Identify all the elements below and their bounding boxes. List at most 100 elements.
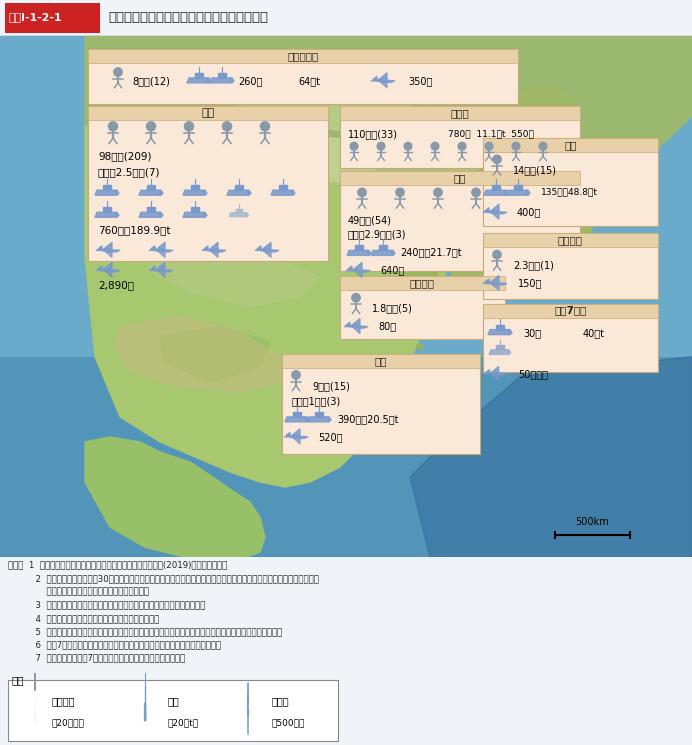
Text: 4  作戦機については、海軍および海兵隊機を含む。: 4 作戦機については、海軍および海兵隊機を含む。	[8, 614, 159, 623]
Polygon shape	[346, 269, 370, 272]
Text: 6  米第7艦隊については、日本およびグアムに前方展開している兵力を示す。: 6 米第7艦隊については、日本およびグアムに前方展開している兵力を示す。	[8, 641, 221, 650]
Polygon shape	[247, 190, 251, 195]
Text: 135隻　48.8万t: 135隻 48.8万t	[541, 188, 598, 197]
Polygon shape	[271, 190, 293, 195]
Circle shape	[185, 121, 194, 131]
Polygon shape	[305, 417, 309, 422]
Polygon shape	[371, 80, 395, 83]
Polygon shape	[496, 346, 504, 350]
Polygon shape	[183, 212, 205, 218]
Text: 760隻　189.9万t: 760隻 189.9万t	[98, 225, 170, 235]
Text: 日本: 日本	[564, 140, 576, 150]
Circle shape	[404, 142, 412, 150]
Polygon shape	[160, 326, 270, 381]
Polygon shape	[235, 186, 243, 190]
Text: 520機: 520機	[318, 432, 343, 442]
Polygon shape	[293, 412, 301, 417]
Polygon shape	[468, 267, 500, 288]
Polygon shape	[263, 250, 271, 258]
Polygon shape	[227, 190, 249, 195]
Circle shape	[260, 121, 270, 131]
Polygon shape	[98, 246, 102, 249]
Polygon shape	[382, 362, 402, 409]
Polygon shape	[159, 190, 163, 195]
Text: 80機: 80機	[378, 322, 396, 332]
Polygon shape	[484, 190, 506, 195]
Polygon shape	[315, 412, 323, 417]
Text: （注）  1  資料は、米国防省公表資料、「ミリタリー・バランス(2019)」などによる。: （注） 1 資料は、米国防省公表資料、「ミリタリー・バランス(2019)」などに…	[8, 561, 227, 570]
Circle shape	[147, 121, 156, 131]
Polygon shape	[352, 319, 360, 325]
Bar	[282, 354, 480, 368]
Polygon shape	[157, 250, 165, 258]
Text: 在韓米軍: 在韓米軍	[410, 279, 435, 288]
Polygon shape	[285, 417, 307, 422]
Bar	[483, 233, 658, 299]
Polygon shape	[183, 190, 205, 195]
Text: 1.8万人(5): 1.8万人(5)	[372, 303, 413, 314]
Polygon shape	[103, 207, 111, 212]
Polygon shape	[410, 357, 692, 557]
Polygon shape	[284, 435, 308, 438]
Polygon shape	[491, 283, 499, 291]
Polygon shape	[488, 329, 510, 335]
Circle shape	[493, 155, 501, 163]
Text: 中国: 中国	[201, 108, 215, 118]
Text: 米第7艦隊: 米第7艦隊	[554, 305, 587, 316]
Polygon shape	[187, 78, 209, 83]
Polygon shape	[229, 212, 247, 217]
Polygon shape	[157, 262, 165, 269]
Text: 台湾: 台湾	[375, 355, 388, 366]
Polygon shape	[491, 374, 499, 380]
Polygon shape	[472, 88, 580, 161]
Polygon shape	[149, 269, 173, 272]
Text: 40万t: 40万t	[583, 329, 605, 339]
Text: 陸上兵力: 陸上兵力	[52, 697, 75, 707]
Circle shape	[377, 142, 385, 150]
Polygon shape	[327, 417, 331, 422]
Polygon shape	[98, 266, 102, 269]
Polygon shape	[292, 437, 300, 444]
Polygon shape	[491, 212, 499, 219]
Polygon shape	[506, 190, 528, 195]
Bar	[340, 276, 505, 291]
Polygon shape	[210, 78, 232, 83]
Circle shape	[350, 142, 358, 150]
Text: 8万人(12): 8万人(12)	[132, 76, 170, 86]
Polygon shape	[367, 250, 371, 256]
Circle shape	[427, 323, 433, 329]
Text: 図表Ⅰ-1-2-1: 図表Ⅰ-1-2-1	[8, 12, 62, 22]
Polygon shape	[484, 372, 506, 375]
Polygon shape	[379, 81, 387, 88]
Circle shape	[539, 142, 547, 150]
Polygon shape	[508, 329, 512, 335]
Polygon shape	[355, 245, 363, 250]
Polygon shape	[147, 186, 155, 190]
Polygon shape	[485, 279, 489, 282]
Polygon shape	[203, 212, 207, 218]
Polygon shape	[115, 317, 285, 392]
Polygon shape	[352, 326, 360, 334]
Polygon shape	[85, 126, 450, 487]
Polygon shape	[504, 190, 508, 195]
Text: 海自の作戦機（固定翼のみ）の合計である。: 海自の作戦機（固定翼のみ）の合計である。	[8, 587, 149, 596]
Polygon shape	[291, 190, 295, 195]
Polygon shape	[373, 77, 377, 80]
Circle shape	[472, 188, 480, 197]
Bar	[88, 106, 328, 120]
Polygon shape	[190, 66, 420, 136]
Circle shape	[109, 121, 118, 131]
Text: 北朝鮮: 北朝鮮	[450, 108, 469, 118]
Circle shape	[113, 68, 122, 76]
Polygon shape	[96, 249, 120, 252]
Circle shape	[222, 121, 232, 131]
Bar	[340, 106, 580, 168]
Text: （20万人）: （20万人）	[52, 719, 85, 728]
Circle shape	[431, 142, 439, 150]
Circle shape	[358, 188, 366, 197]
Circle shape	[396, 188, 404, 197]
Polygon shape	[139, 212, 161, 218]
Text: 作戦機: 作戦機	[272, 697, 290, 707]
Bar	[340, 171, 580, 186]
Text: 110万人(33): 110万人(33)	[348, 129, 398, 139]
